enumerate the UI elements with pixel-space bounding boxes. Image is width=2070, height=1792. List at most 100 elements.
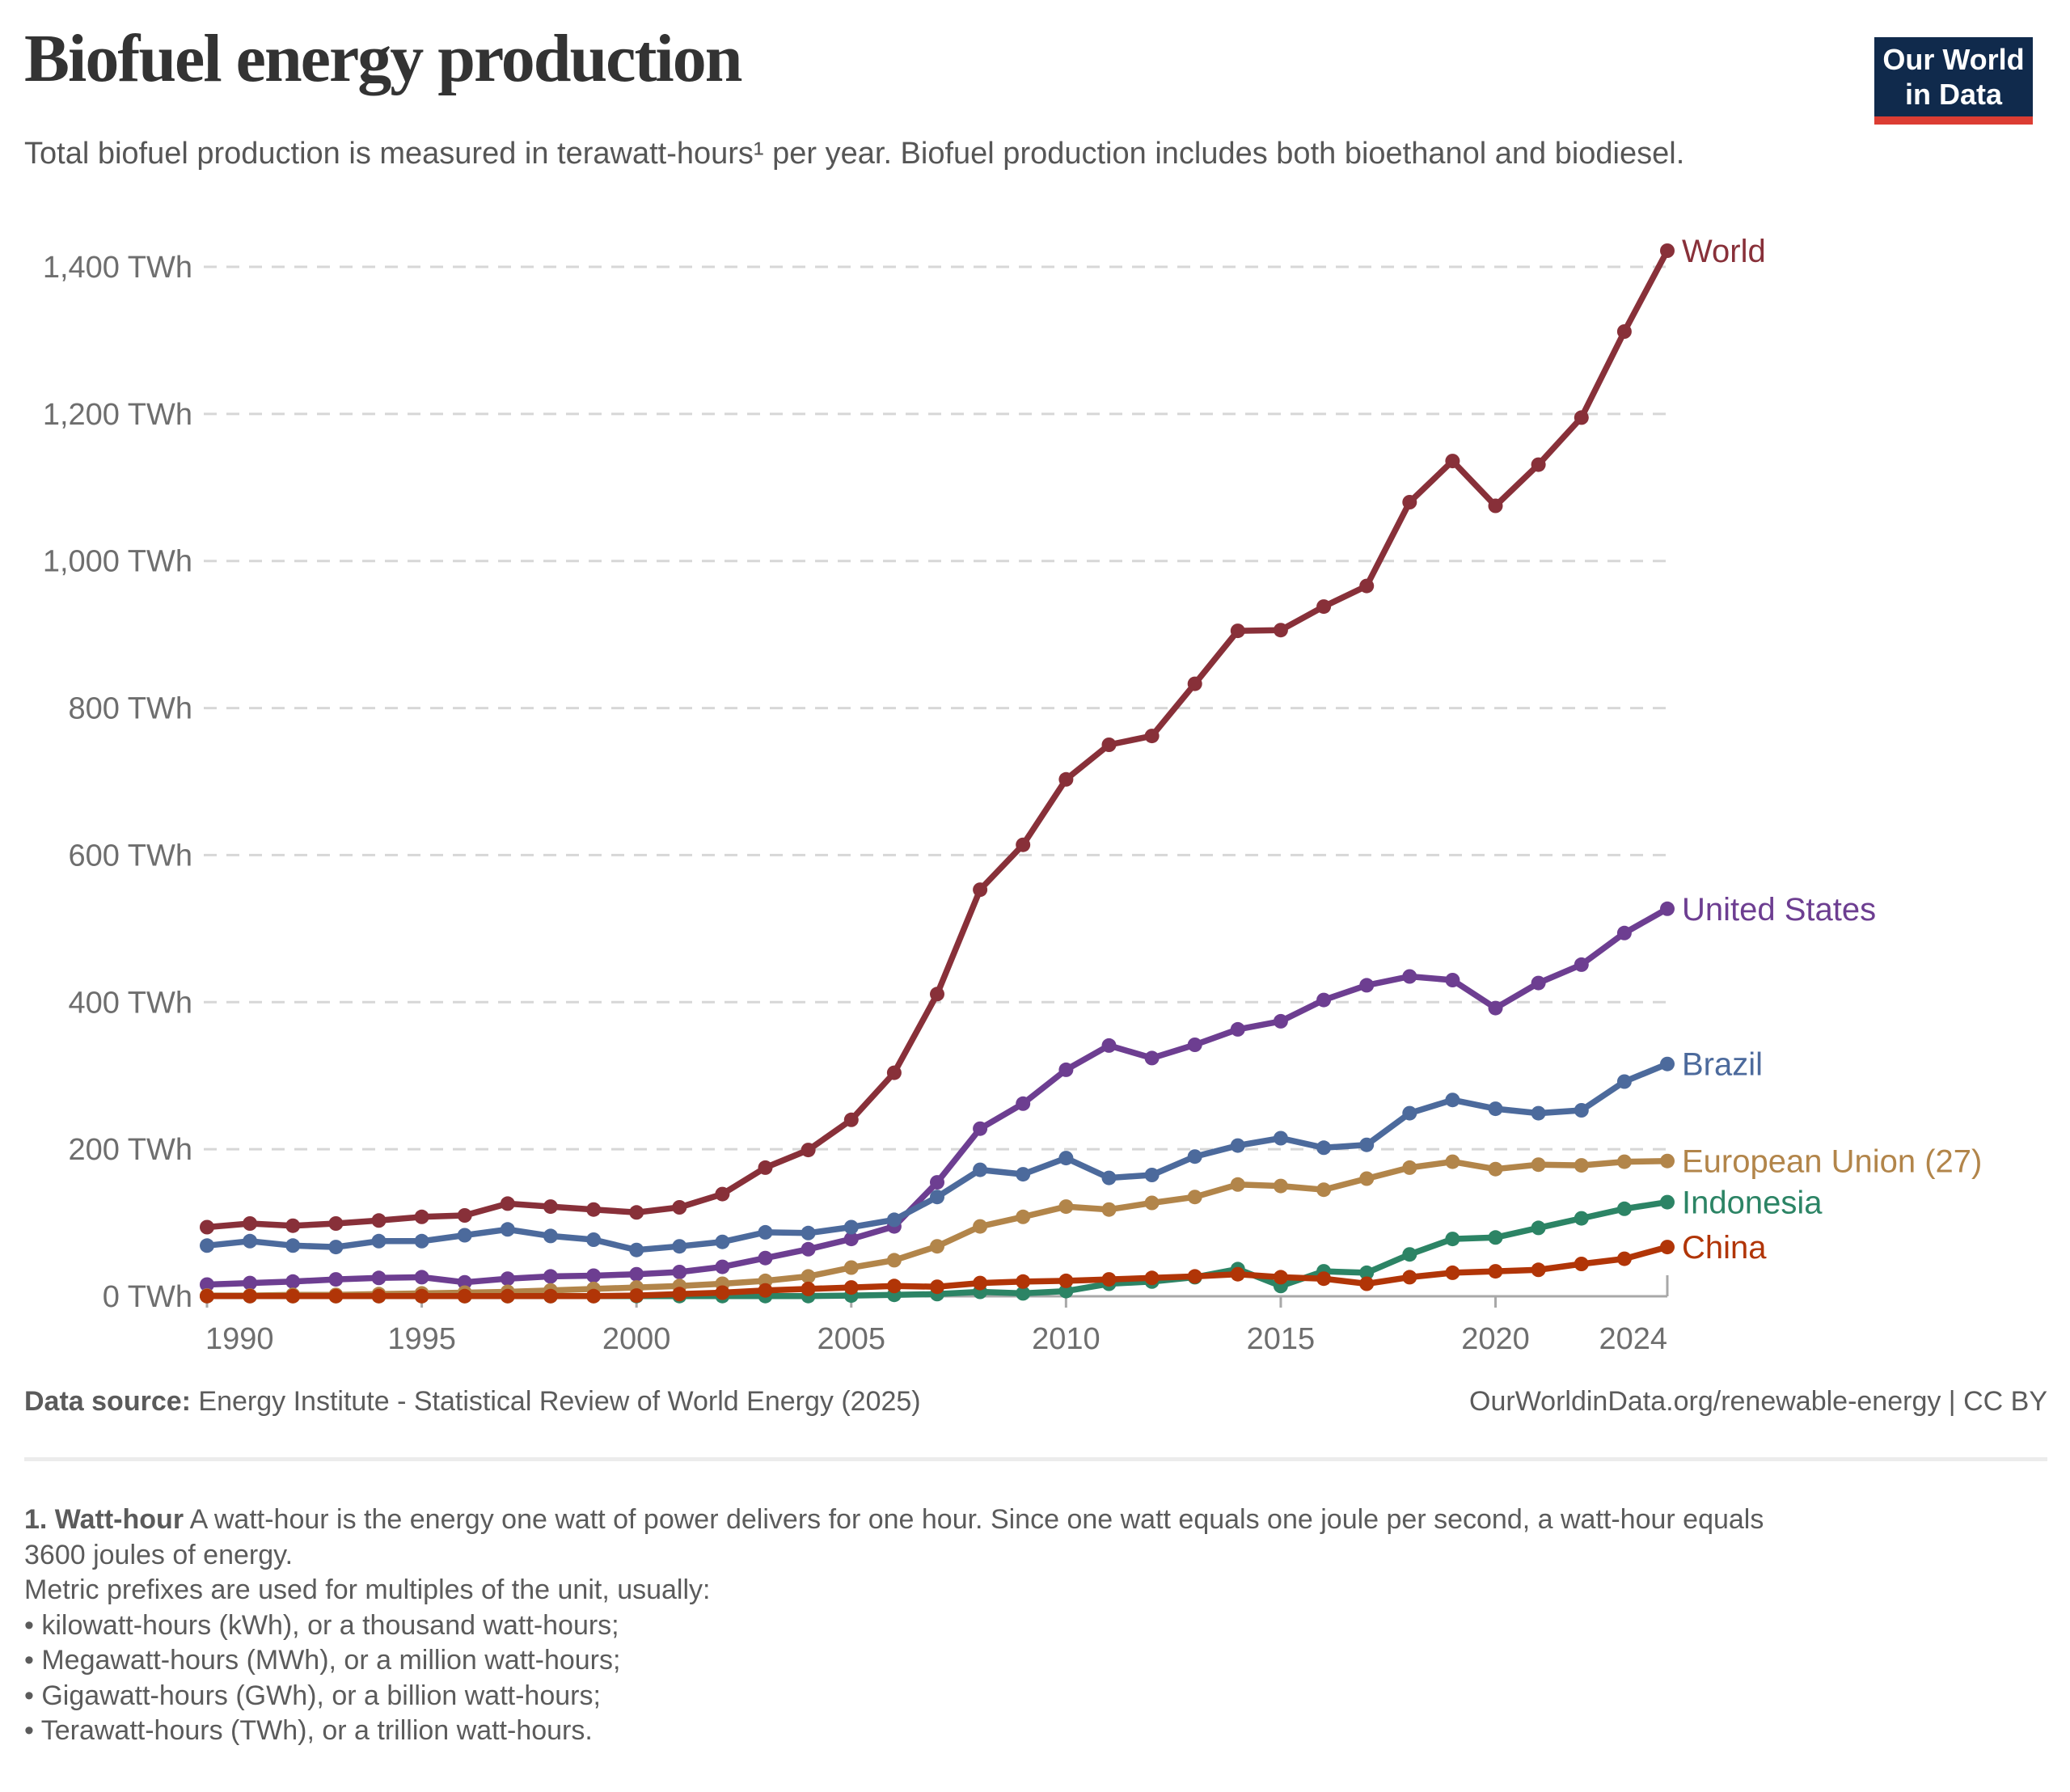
- data-point-world-1997[interactable]: [500, 1196, 515, 1211]
- data-point-world-1995[interactable]: [414, 1209, 429, 1224]
- data-point-china-2013[interactable]: [1187, 1269, 1202, 1284]
- data-point-indonesia-2021[interactable]: [1531, 1220, 1546, 1236]
- data-point-china-2019[interactable]: [1445, 1265, 1460, 1280]
- data-point-united-states-1998[interactable]: [543, 1269, 558, 1284]
- data-point-world-1991[interactable]: [243, 1216, 258, 1231]
- data-point-china-2014[interactable]: [1230, 1266, 1245, 1282]
- data-point-european-union-27--2008[interactable]: [973, 1219, 988, 1234]
- data-point-european-union-27--2007[interactable]: [930, 1239, 944, 1254]
- data-point-brazil-2005[interactable]: [843, 1219, 859, 1235]
- data-point-china-2003[interactable]: [758, 1283, 773, 1298]
- data-point-china-1997[interactable]: [500, 1288, 515, 1304]
- data-point-brazil-2004[interactable]: [801, 1225, 816, 1240]
- series-label-world[interactable]: World: [1682, 234, 1766, 269]
- data-point-united-states-2009[interactable]: [1016, 1096, 1031, 1111]
- data-point-united-states-2019[interactable]: [1445, 973, 1460, 987]
- data-point-european-union-27--2004[interactable]: [801, 1269, 816, 1284]
- data-point-brazil-1992[interactable]: [285, 1238, 301, 1253]
- data-point-brazil-1993[interactable]: [328, 1240, 344, 1255]
- data-point-brazil-2020[interactable]: [1488, 1101, 1503, 1117]
- data-point-brazil-2024[interactable]: [1660, 1056, 1675, 1071]
- line-world[interactable]: [204, 247, 1671, 1231]
- data-point-european-union-27--2022[interactable]: [1574, 1158, 1589, 1173]
- data-point-united-states-2010[interactable]: [1058, 1062, 1074, 1077]
- data-point-world-2021[interactable]: [1531, 457, 1546, 472]
- data-point-brazil-2013[interactable]: [1187, 1149, 1202, 1164]
- data-point-china-2006[interactable]: [886, 1278, 902, 1294]
- data-point-china-2007[interactable]: [930, 1279, 944, 1295]
- data-point-world-2010[interactable]: [1058, 771, 1074, 787]
- data-point-brazil-2017[interactable]: [1359, 1137, 1375, 1152]
- data-point-european-union-27--2015[interactable]: [1273, 1178, 1288, 1194]
- series-label-brazil[interactable]: Brazil: [1682, 1047, 1763, 1083]
- data-point-world-2020[interactable]: [1488, 498, 1503, 514]
- data-point-indonesia-2018[interactable]: [1402, 1247, 1417, 1262]
- data-point-world-1990[interactable]: [200, 1219, 214, 1235]
- data-point-china-2012[interactable]: [1144, 1270, 1160, 1286]
- data-point-united-states-1992[interactable]: [285, 1274, 301, 1289]
- data-point-world-2002[interactable]: [715, 1186, 730, 1202]
- data-point-indonesia-2009[interactable]: [1016, 1286, 1031, 1301]
- data-point-indonesia-2022[interactable]: [1574, 1211, 1589, 1226]
- data-point-brazil-2019[interactable]: [1445, 1093, 1460, 1108]
- data-point-world-2011[interactable]: [1101, 738, 1117, 752]
- data-point-european-union-27--2009[interactable]: [1016, 1209, 1031, 1224]
- data-point-china-1993[interactable]: [328, 1288, 344, 1304]
- data-point-china-1991[interactable]: [243, 1288, 258, 1304]
- data-point-brazil-1998[interactable]: [543, 1228, 558, 1244]
- data-point-indonesia-2020[interactable]: [1488, 1230, 1503, 1245]
- data-point-china-2024[interactable]: [1660, 1240, 1675, 1255]
- data-point-brazil-2012[interactable]: [1144, 1168, 1160, 1182]
- data-point-united-states-2020[interactable]: [1488, 1000, 1503, 1016]
- data-point-world-2014[interactable]: [1230, 623, 1245, 639]
- data-point-united-states-2004[interactable]: [801, 1241, 816, 1257]
- data-point-united-states-2018[interactable]: [1402, 969, 1417, 984]
- data-point-indonesia-2010[interactable]: [1058, 1283, 1074, 1299]
- data-point-european-union-27--2016[interactable]: [1316, 1182, 1332, 1198]
- data-point-world-2005[interactable]: [843, 1112, 859, 1127]
- data-point-european-union-27--2014[interactable]: [1230, 1177, 1245, 1192]
- data-point-indonesia-2024[interactable]: [1660, 1194, 1675, 1210]
- data-point-china-1996[interactable]: [457, 1288, 472, 1304]
- data-point-china-2005[interactable]: [843, 1280, 859, 1295]
- data-point-united-states-2003[interactable]: [758, 1250, 773, 1266]
- data-point-united-states-2013[interactable]: [1187, 1038, 1202, 1052]
- data-point-brazil-2000[interactable]: [629, 1242, 644, 1257]
- data-point-china-1995[interactable]: [414, 1288, 429, 1304]
- data-point-united-states-2001[interactable]: [672, 1265, 687, 1279]
- data-point-china-2010[interactable]: [1058, 1273, 1074, 1288]
- data-point-world-2024[interactable]: [1660, 243, 1675, 258]
- data-point-european-union-27--2012[interactable]: [1144, 1195, 1160, 1211]
- license-link[interactable]: OurWorldinData.org/renewable-energy | CC…: [1469, 1386, 2047, 1417]
- data-point-brazil-2015[interactable]: [1273, 1131, 1288, 1146]
- data-point-united-states-1994[interactable]: [371, 1270, 387, 1286]
- data-point-world-2016[interactable]: [1316, 599, 1332, 615]
- data-point-china-1994[interactable]: [371, 1288, 387, 1304]
- data-point-world-1993[interactable]: [328, 1216, 344, 1231]
- data-point-united-states-1990[interactable]: [200, 1277, 214, 1292]
- data-point-united-states-2011[interactable]: [1101, 1038, 1117, 1053]
- data-point-brazil-2011[interactable]: [1101, 1170, 1117, 1186]
- data-point-united-states-1993[interactable]: [328, 1272, 344, 1287]
- data-point-world-1999[interactable]: [586, 1202, 602, 1217]
- data-point-united-states-2021[interactable]: [1531, 975, 1546, 991]
- data-point-united-states-2008[interactable]: [973, 1121, 988, 1136]
- data-point-brazil-1997[interactable]: [500, 1222, 515, 1237]
- data-point-brazil-2023[interactable]: [1616, 1074, 1632, 1089]
- data-point-united-states-2012[interactable]: [1144, 1050, 1160, 1066]
- data-point-european-union-27--2006[interactable]: [886, 1253, 902, 1268]
- data-point-european-union-27--2023[interactable]: [1616, 1154, 1632, 1169]
- data-point-indonesia-2017[interactable]: [1359, 1265, 1375, 1280]
- data-point-european-union-27--2011[interactable]: [1101, 1202, 1117, 1217]
- data-point-china-2023[interactable]: [1616, 1251, 1632, 1266]
- series-label-indonesia[interactable]: Indonesia: [1682, 1186, 1823, 1221]
- data-point-united-states-1997[interactable]: [500, 1271, 515, 1287]
- data-point-china-2001[interactable]: [672, 1287, 687, 1302]
- data-point-brazil-2007[interactable]: [930, 1190, 944, 1205]
- data-point-china-1990[interactable]: [200, 1288, 214, 1304]
- data-point-world-2000[interactable]: [629, 1205, 644, 1220]
- data-point-china-2016[interactable]: [1316, 1271, 1332, 1287]
- data-point-european-union-27--2013[interactable]: [1187, 1190, 1202, 1205]
- data-point-united-states-1995[interactable]: [414, 1270, 429, 1285]
- data-point-brazil-1994[interactable]: [371, 1233, 387, 1249]
